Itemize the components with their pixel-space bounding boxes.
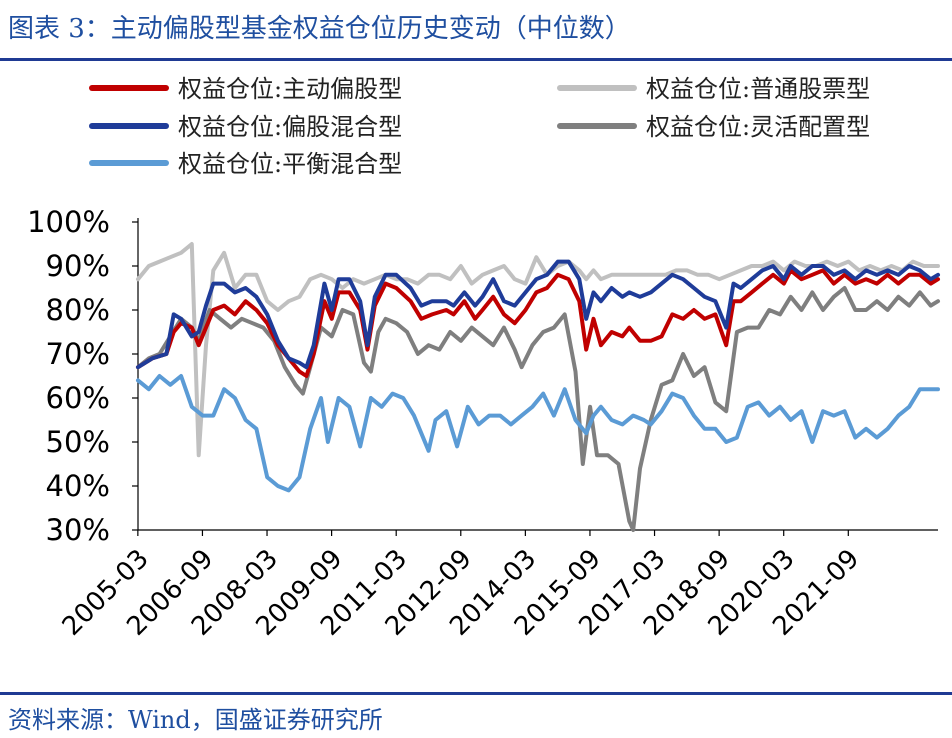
legend-label: 权益仓位:普通股票型 — [646, 75, 870, 103]
y-tick-label: 90% — [46, 249, 110, 283]
legend-label: 权益仓位:平衡混合型 — [178, 150, 402, 178]
x-axis: 2005-032006-092008-032009-092011-032012-… — [57, 529, 938, 642]
series-line-0 — [136, 268, 940, 378]
series-line-1 — [136, 259, 940, 370]
source-note: 资料来源：Wind，国盛证券研究所 — [8, 706, 383, 734]
legend-label: 权益仓位:偏股混合型 — [178, 113, 402, 141]
y-tick-label: 100% — [27, 205, 110, 239]
series-line-4 — [136, 286, 940, 532]
legend-label: 权益仓位:主动偏股型 — [178, 75, 402, 103]
y-tick-label: 30% — [46, 513, 110, 547]
y-tick-label: 50% — [46, 425, 110, 459]
series-line-2 — [136, 374, 940, 493]
title-bar: 图表 3：主动偏股型基金权益仓位历史变动（中位数） — [0, 0, 952, 61]
series-line-3 — [136, 242, 940, 458]
plot-lines — [136, 242, 940, 532]
legend-label: 权益仓位:灵活配置型 — [646, 113, 870, 141]
y-axis: 100% 90% 80% 70% 60% 50% 40% 30% — [27, 205, 139, 547]
figure-title: 图表 3：主动偏股型基金权益仓位历史变动（中位数） — [8, 14, 631, 44]
y-tick-label: 60% — [46, 381, 110, 415]
y-tick-label: 40% — [46, 469, 110, 503]
y-tick-label: 80% — [46, 293, 110, 327]
footer-divider — [0, 692, 952, 695]
y-tick-label: 70% — [46, 337, 110, 371]
